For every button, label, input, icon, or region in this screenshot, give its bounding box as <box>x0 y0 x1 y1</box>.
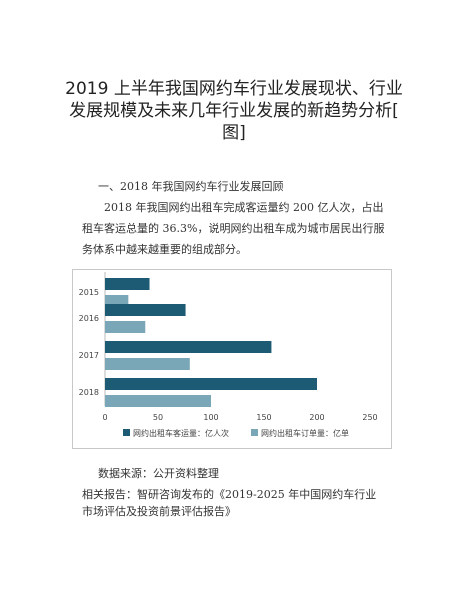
x-tick-label: 0 <box>102 413 107 422</box>
y-tick-label: 2017 <box>79 351 99 360</box>
related-report: 相关报告：智研咨询发布的《2019-2025 年中国网约车行业 市场评估及投资前… <box>82 486 402 520</box>
legend-swatch <box>123 429 130 436</box>
data-source: 数据来源：公开资料整理 <box>98 467 219 480</box>
bar-ridership-2015 <box>105 278 150 290</box>
legend-swatch <box>251 429 258 436</box>
bar-chart-svg: 2015 2016 2017 2018 0 50 100 150 200 250 网约出租车客运量：… <box>79 272 378 438</box>
legend-label: 网约出租车订单量：亿单 <box>261 428 349 438</box>
paragraph-line: 租车客运总量的 36.3%，说明网约出租车成为城市居民出行服 <box>82 222 385 235</box>
bar-ridership-2018 <box>105 378 317 390</box>
bar-orders-2017 <box>105 358 190 370</box>
y-tick-label: 2015 <box>79 288 99 297</box>
x-tick-label: 200 <box>309 413 324 422</box>
related-line: 市场评估及投资前景评估报告》 <box>82 505 236 518</box>
body-paragraph: 2018 年我国网约出租车完成客运量约 200 亿人次，占出 租车客运总量的 3… <box>82 197 398 260</box>
section-heading: 一、2018 年我国网约车行业发展回顾 <box>98 180 284 193</box>
x-tick-label: 100 <box>203 413 218 422</box>
y-tick-label: 2016 <box>79 314 99 323</box>
related-line: 相关报告：智研咨询发布的《2019-2025 年中国网约车行业 <box>82 488 377 501</box>
bar-ridership-2017 <box>105 341 272 353</box>
paragraph-line: 务体系中越来越重要的组成部分。 <box>82 243 247 256</box>
title-line: 发展规模及未来几年行业发展的新趋势分析[ <box>69 101 399 121</box>
y-tick-label: 2018 <box>79 388 99 397</box>
legend-label: 网约出租车客运量：亿人次 <box>133 428 229 438</box>
bar-orders-2018 <box>105 395 211 407</box>
bar-orders-2016 <box>105 321 146 333</box>
article-title: 2019 上半年我国网约车行业发展现状、行业 发展规模及未来几年行业发展的新趋势… <box>58 78 410 144</box>
paragraph-line: 2018 年我国网约出租车完成客运量约 200 亿人次，占出 <box>104 201 384 214</box>
bar-ridership-2016 <box>105 304 186 316</box>
x-tick-label: 150 <box>256 413 271 422</box>
x-tick-label: 50 <box>153 413 163 422</box>
x-tick-label: 250 <box>362 413 377 422</box>
title-line: 图] <box>222 123 246 143</box>
bar-chart: 2015 2016 2017 2018 0 50 100 150 200 250 网约出租车客运量：… <box>72 269 392 449</box>
title-line: 2019 上半年我国网约车行业发展现状、行业 <box>65 79 403 99</box>
